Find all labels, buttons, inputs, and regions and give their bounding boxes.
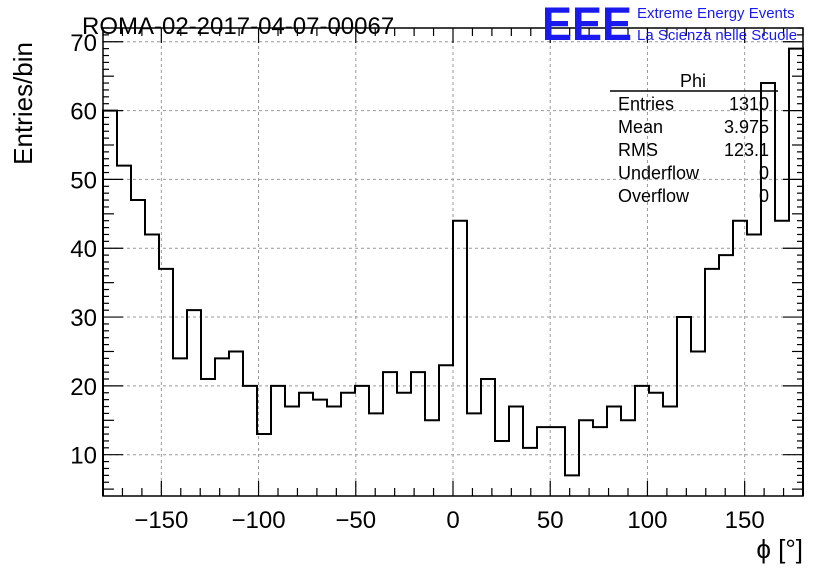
histogram-layer: [102, 47, 804, 496]
stats-label: Entries: [618, 94, 674, 114]
histogram-bin: [229, 351, 243, 496]
histogram-bin: [537, 427, 551, 496]
histogram-bin: [215, 358, 229, 496]
histogram-bin: [691, 351, 705, 496]
histogram-bin: [481, 379, 495, 496]
histogram-bin: [439, 365, 453, 496]
x-tick-label: 100: [627, 507, 667, 534]
histogram-bin: [677, 317, 691, 496]
y-tick-label: 40: [70, 236, 97, 263]
axis-ticks: [102, 27, 804, 496]
y-tick-label: 60: [70, 99, 97, 126]
histogram-bin: [425, 420, 439, 496]
tick-labels: −150 −100 −50 0 50 100 150 10 20 30 40 50 60 70: [70, 30, 764, 534]
histogram-bin: [383, 372, 397, 496]
histogram-bin: [173, 358, 187, 496]
histogram-bin: [551, 427, 565, 496]
histogram-bin: [411, 372, 425, 496]
histogram-bin: [327, 407, 341, 496]
stats-box-title: Phi: [680, 71, 706, 91]
stats-value: 0: [759, 186, 769, 206]
histogram-bin: [117, 166, 131, 496]
x-tick-label: 0: [446, 507, 459, 534]
histogram-bin: [509, 407, 523, 496]
histogram-bin: [523, 448, 537, 496]
x-tick-label: 150: [725, 507, 765, 534]
x-tick-label: −50: [335, 507, 376, 534]
y-tick-label: 10: [70, 443, 97, 470]
y-axis-label: Entries/bin: [8, 42, 38, 165]
stats-label: RMS: [618, 140, 658, 160]
stats-label: Underflow: [618, 163, 700, 183]
y-tick-label: 70: [70, 30, 97, 57]
histogram-bin: [663, 407, 677, 496]
y-tick-label: 30: [70, 305, 97, 332]
y-tick-label: 20: [70, 374, 97, 401]
x-tick-label: 50: [537, 507, 564, 534]
histogram-bin: [145, 234, 159, 496]
histogram-bin: [243, 386, 257, 496]
histogram-bin: [299, 393, 313, 496]
histogram-bin: [341, 393, 355, 496]
eee-logo: EEE Extreme Energy Events La Scienza nel…: [542, 0, 797, 50]
histogram-outline: [102, 47, 804, 496]
y-tick-label: 50: [70, 167, 97, 194]
histogram-bin: [621, 420, 635, 496]
stats-value: 1310: [729, 94, 769, 114]
histogram-bin: [747, 234, 761, 496]
stats-value: 123.1: [724, 140, 769, 160]
logo-line-2: La Scienza nelle Scuole: [637, 27, 797, 44]
histogram-bin: [131, 200, 145, 496]
logo-line-1: Extreme Energy Events: [637, 5, 795, 22]
histogram-bin: [593, 427, 607, 496]
histogram-bin: [271, 386, 285, 496]
histogram-bin: [719, 255, 733, 496]
histogram-bin: [579, 420, 593, 496]
histogram-bin: [733, 221, 747, 496]
histogram-bin: [565, 475, 579, 496]
histogram-bin: [467, 413, 481, 496]
stats-label: Mean: [618, 117, 663, 137]
histogram-bin: [789, 49, 803, 496]
histogram-bin: [159, 269, 173, 496]
chart-title: ROMA-02-2017-04-07-00067: [82, 13, 394, 40]
stats-label: Overflow: [618, 186, 690, 206]
histogram-bin: [369, 413, 383, 496]
histogram-bin: [355, 386, 369, 496]
histogram-bin: [635, 386, 649, 496]
stats-value: 0: [759, 163, 769, 183]
histogram-bin: [313, 400, 327, 496]
eee-logo-mark: EEE: [542, 0, 632, 50]
x-tick-label: −150: [134, 507, 188, 534]
histogram-bin: [187, 310, 201, 496]
histogram-bin: [201, 379, 215, 496]
histogram-bin: [705, 269, 719, 496]
stats-value: 3.975: [724, 117, 769, 137]
histogram-bin: [453, 221, 467, 496]
histogram-bin: [607, 407, 621, 496]
histogram-bin: [495, 441, 509, 496]
statistics-box: Phi Entries 1310 Mean 3.975 RMS 123.1 Underflo…: [610, 71, 778, 206]
x-tick-label: −100: [232, 507, 286, 534]
x-axis-label: ϕ [°]: [756, 534, 803, 564]
histogram-bin: [397, 393, 411, 496]
histogram-bin: [649, 393, 663, 496]
stats-rows: Entries 1310 Mean 3.975 RMS 123.1 Underflow 0 Ov…: [618, 94, 769, 206]
histogram-bin: [285, 407, 299, 496]
